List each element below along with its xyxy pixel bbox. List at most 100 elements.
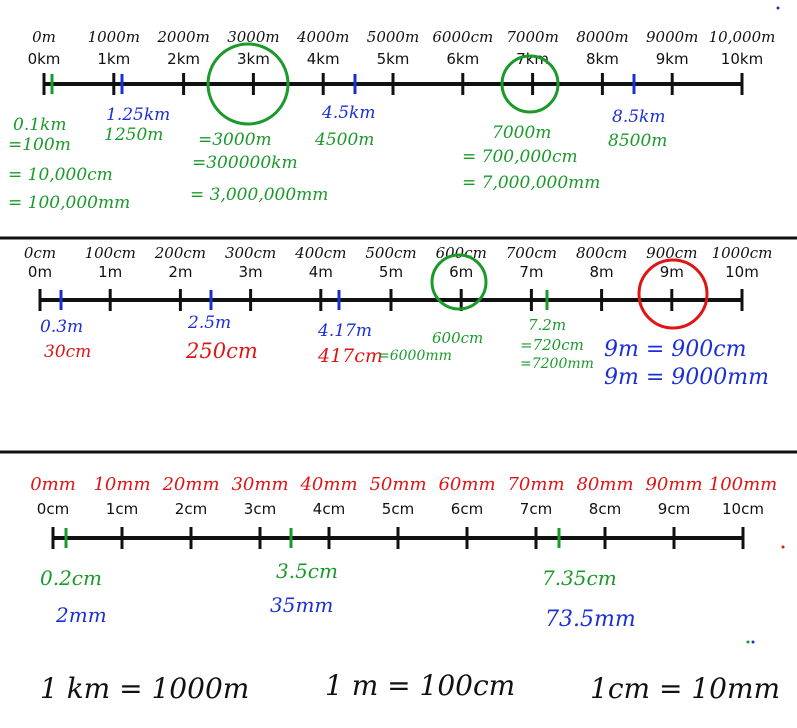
- unit-label: 10cm: [722, 500, 764, 518]
- conversion-label: 0m: [32, 28, 56, 46]
- conversion-label: 50mm: [369, 474, 426, 495]
- note: 7.2m: [528, 316, 566, 334]
- note: 250cm: [185, 339, 258, 363]
- note: = 3,000,000mm: [190, 185, 328, 205]
- stray-dot: [751, 640, 755, 644]
- conversion-label: 3000m: [227, 28, 279, 46]
- note: 417cm: [317, 345, 383, 367]
- note: =7200mm: [520, 356, 594, 372]
- unit-label: 3m: [239, 263, 263, 281]
- conversion-label: 60mm: [438, 474, 495, 495]
- equation-cm-mm: 1cm = 10mm: [590, 672, 780, 705]
- conversion-label: 6000cm: [432, 28, 493, 46]
- conversion-label: 700cm: [506, 244, 557, 262]
- unit-label: 0m: [28, 263, 52, 281]
- note: 600cm: [432, 329, 483, 347]
- conversion-label: 900cm: [646, 244, 697, 262]
- panel-km: 0km 0m 1km 1000m 2km 2000m 3km 3000m 4km 4000m 5km…: [28, 28, 776, 95]
- unit-label: 2m: [168, 263, 192, 281]
- circle-7km: [500, 54, 560, 114]
- unit-label: 0cm: [37, 500, 69, 518]
- conversion-label: 8000m: [576, 28, 628, 46]
- note: 3.5cm: [276, 559, 338, 583]
- unit-label: 7km: [516, 50, 549, 68]
- note: = 700,000cm: [462, 147, 578, 167]
- conversion-label: 500cm: [365, 244, 416, 262]
- note: 8.5km: [612, 107, 665, 127]
- unit-label: 5cm: [382, 500, 414, 518]
- conversion-label: 5000m: [367, 28, 419, 46]
- conversion-label: 80mm: [576, 474, 633, 495]
- conversion-label: 100mm: [709, 474, 778, 495]
- unit-label: 10km: [721, 50, 763, 68]
- unit-label: 7cm: [520, 500, 552, 518]
- conversion-label: 7000m: [506, 28, 558, 46]
- note: =300000km: [192, 153, 298, 173]
- note: 0.1km: [13, 115, 66, 135]
- unit-label: 5km: [377, 50, 410, 68]
- note: 35mm: [270, 593, 333, 617]
- conversion-label: 2000m: [156, 28, 209, 46]
- conversion-label: 1000m: [88, 28, 140, 46]
- conversion-label: 10,000m: [709, 28, 776, 46]
- conversion-label: 800cm: [576, 244, 627, 262]
- unit-label: 2km: [167, 50, 200, 68]
- note: =3000m: [198, 130, 272, 150]
- unit-label: 3km: [237, 50, 270, 68]
- equation-m-cm: 1 m = 100cm: [325, 669, 515, 702]
- conversion-label: 200cm: [154, 244, 206, 262]
- note: 4.17m: [317, 321, 372, 341]
- note: 8500m: [608, 131, 667, 151]
- note: 0.3m: [40, 317, 83, 337]
- unit-label: 1cm: [106, 500, 138, 518]
- conversion-label: 30mm: [231, 474, 288, 495]
- conversion-label: 0cm: [24, 244, 56, 262]
- conversion-label: 300cm: [225, 244, 276, 262]
- unit-label: 4m: [309, 263, 333, 281]
- note: 2mm: [55, 603, 107, 627]
- conversion-label: 100cm: [85, 244, 136, 262]
- panel-cm: 0cm 0mm 1cm 10mm 2cm 20mm 3cm 30mm 4cm 40mm 5cm 50m…: [30, 474, 777, 549]
- stray-dot: [781, 545, 785, 549]
- note: = 7,000,000mm: [462, 173, 600, 193]
- unit-label: 7m: [519, 263, 543, 281]
- stray-dot: [746, 640, 750, 644]
- unit-label: 6m: [449, 263, 473, 281]
- conversion-label: 9000m: [646, 28, 698, 46]
- unit-label: 0km: [28, 50, 61, 68]
- circle-9m: [637, 258, 709, 330]
- note: = 10,000cm: [8, 165, 113, 185]
- note: =720cm: [520, 336, 584, 354]
- unit-label: 2cm: [175, 500, 207, 518]
- circle-6m: [430, 253, 488, 311]
- note: 7.35cm: [542, 566, 617, 590]
- note: =6000mm: [378, 348, 452, 364]
- unit-label: 4cm: [313, 500, 345, 518]
- unit-label: 9cm: [658, 500, 690, 518]
- conversion-label: 40mm: [299, 474, 357, 495]
- conversion-label: 0mm: [30, 474, 76, 495]
- unit-label: 6km: [446, 50, 479, 68]
- note: = 100,000mm: [8, 193, 130, 213]
- note: 30cm: [44, 342, 91, 362]
- note: 4.5km: [321, 103, 375, 123]
- unit-label: 9km: [656, 50, 689, 68]
- note: 2.5m: [187, 313, 231, 333]
- note: 9m = 9000mm: [604, 365, 769, 390]
- circle-3km: [206, 42, 290, 126]
- unit-label: 8km: [586, 50, 619, 68]
- conversion-label: 1000cm: [712, 244, 773, 262]
- note: 9m = 900cm: [604, 337, 746, 362]
- unit-label: 4km: [307, 50, 340, 68]
- conversion-label: 90mm: [645, 474, 702, 495]
- unit-label: 6cm: [451, 500, 483, 518]
- note: 73.5mm: [545, 607, 636, 632]
- note: 1.25km: [106, 105, 170, 125]
- conversion-label: 4000m: [296, 28, 349, 46]
- note: 4500m: [314, 130, 374, 150]
- note: =100m: [8, 135, 71, 155]
- conversion-label: 10mm: [93, 474, 150, 495]
- conversion-label: 20mm: [161, 474, 219, 495]
